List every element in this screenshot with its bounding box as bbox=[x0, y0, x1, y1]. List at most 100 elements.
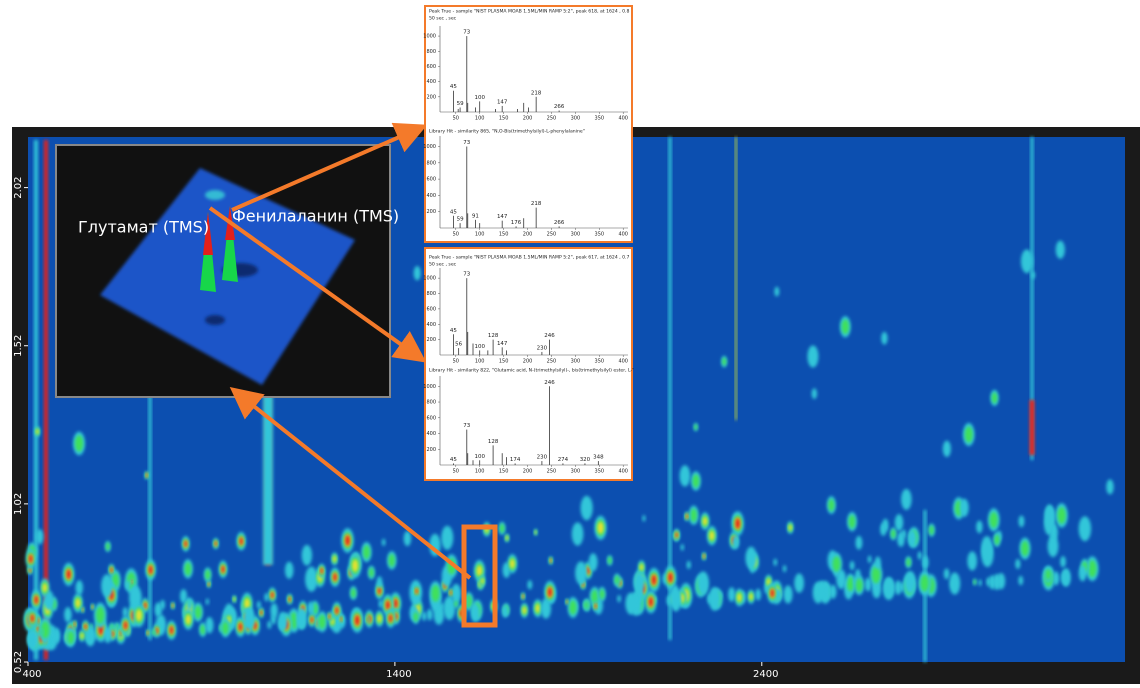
blob bbox=[244, 598, 250, 610]
blob bbox=[849, 560, 855, 571]
blob bbox=[594, 603, 597, 609]
x-tick-label: 200 bbox=[523, 359, 533, 365]
blob bbox=[431, 584, 440, 602]
streak bbox=[34, 140, 38, 660]
blob bbox=[82, 608, 84, 612]
blob bbox=[599, 589, 605, 600]
blob bbox=[534, 530, 537, 534]
blob bbox=[709, 530, 715, 541]
blob bbox=[152, 629, 156, 636]
blob bbox=[354, 614, 360, 626]
blob bbox=[101, 574, 113, 598]
blob bbox=[571, 522, 584, 546]
blob bbox=[84, 623, 87, 630]
blob bbox=[668, 572, 673, 583]
blob bbox=[549, 558, 552, 563]
blob bbox=[675, 532, 678, 538]
x-tick-label: 250 bbox=[547, 359, 557, 365]
blob bbox=[169, 625, 174, 635]
blob bbox=[270, 603, 278, 618]
y-tick-label: 1000 bbox=[423, 144, 436, 150]
y-tick-label: 800 bbox=[426, 160, 436, 166]
blob bbox=[607, 556, 612, 565]
streak bbox=[148, 380, 152, 640]
x-tick-label: 200 bbox=[523, 469, 533, 475]
blob bbox=[922, 555, 929, 569]
blob bbox=[91, 605, 94, 609]
blob bbox=[222, 621, 229, 635]
blob bbox=[685, 514, 688, 519]
blob bbox=[569, 600, 577, 615]
blob bbox=[782, 565, 787, 573]
blob bbox=[208, 582, 210, 586]
peak-label: 266 bbox=[554, 220, 565, 226]
streak bbox=[1030, 137, 1034, 460]
peak-label: 176 bbox=[511, 220, 522, 226]
blob bbox=[145, 473, 148, 478]
blob bbox=[855, 535, 863, 550]
blob bbox=[320, 567, 324, 574]
peak-label: 218 bbox=[531, 90, 542, 96]
blob bbox=[871, 566, 881, 584]
blob bbox=[449, 590, 452, 595]
peak-label: 73 bbox=[463, 30, 470, 36]
spectrum-panel bbox=[424, 5, 633, 243]
blob bbox=[221, 565, 225, 574]
x-tick-label: 150 bbox=[499, 232, 509, 238]
y-tick-label: 800 bbox=[426, 49, 436, 55]
blob bbox=[686, 560, 691, 570]
x-tick-label: 150 bbox=[499, 359, 509, 365]
peak-label: 147 bbox=[497, 99, 508, 105]
x-tick-label: 200 bbox=[523, 116, 533, 122]
blob bbox=[1044, 506, 1056, 529]
blob bbox=[415, 588, 418, 594]
blob bbox=[345, 535, 350, 546]
blob bbox=[330, 618, 335, 626]
y-tick-label: 200 bbox=[426, 94, 436, 100]
blob bbox=[864, 577, 872, 592]
blob bbox=[1078, 565, 1087, 582]
blob bbox=[648, 596, 654, 607]
blob bbox=[288, 596, 291, 602]
blob bbox=[239, 537, 243, 546]
blob bbox=[75, 598, 81, 608]
blob bbox=[143, 602, 147, 609]
blob bbox=[527, 580, 533, 590]
blob bbox=[788, 524, 792, 531]
blob bbox=[846, 576, 855, 592]
blob bbox=[1021, 540, 1029, 557]
x-tick-label: 250 bbox=[547, 232, 557, 238]
blob bbox=[186, 599, 193, 611]
blob bbox=[377, 586, 382, 595]
blob bbox=[584, 601, 588, 609]
blob bbox=[440, 602, 444, 610]
blob bbox=[522, 606, 527, 615]
blob bbox=[505, 535, 509, 541]
peak-label: 73 bbox=[463, 272, 470, 278]
x-tick-label: 350 bbox=[595, 232, 605, 238]
blob bbox=[509, 558, 515, 569]
blob bbox=[185, 614, 191, 625]
blob bbox=[807, 345, 819, 368]
blob bbox=[180, 589, 188, 604]
blob bbox=[502, 605, 509, 618]
blob bbox=[333, 572, 337, 582]
blob bbox=[368, 567, 374, 578]
x-tick-label: 50 bbox=[453, 232, 459, 238]
x-tick-label: 1400 bbox=[386, 669, 411, 680]
blob bbox=[997, 572, 1006, 590]
blob bbox=[110, 567, 113, 573]
blob bbox=[310, 616, 314, 623]
peak-label: 128 bbox=[488, 333, 499, 339]
blob bbox=[959, 498, 969, 517]
blob bbox=[722, 357, 727, 366]
blob bbox=[205, 598, 209, 605]
blob bbox=[421, 611, 427, 621]
blob bbox=[454, 600, 458, 608]
x-tick-label: 2400 bbox=[753, 669, 778, 680]
blob bbox=[692, 474, 700, 488]
x-tick-label: 300 bbox=[571, 359, 581, 365]
blob bbox=[580, 495, 593, 521]
blob bbox=[385, 600, 390, 610]
blob bbox=[301, 544, 313, 566]
